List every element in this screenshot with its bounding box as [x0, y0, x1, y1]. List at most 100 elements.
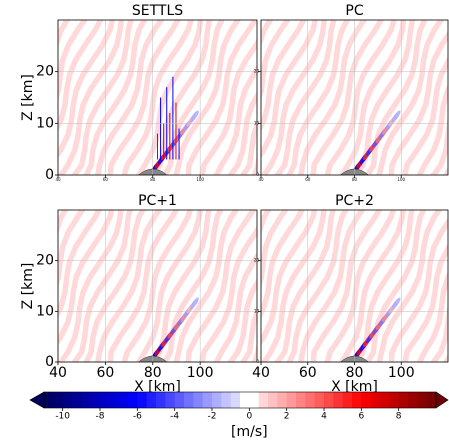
field-band: [239, 118, 257, 175]
wave: [391, 110, 401, 123]
plot-frame: [260, 19, 449, 176]
field: [58, 210, 257, 362]
colorbar-step: [174, 392, 185, 408]
colorbar-step: [324, 392, 334, 408]
field-band: [58, 20, 124, 175]
colorbar-step: [305, 392, 316, 408]
panel-title: PC+1: [138, 193, 177, 209]
x-axis-label: X [km]: [331, 379, 378, 395]
field-band: [298, 210, 366, 362]
colorbar-step: [62, 392, 73, 408]
field-band: [261, 210, 305, 319]
colorbar-tick-label: 6: [358, 412, 364, 422]
colorbar-step: [81, 392, 92, 408]
y-tick-label: 20: [254, 69, 260, 74]
x-tick-label: 40: [49, 365, 67, 381]
colorbar-step: [240, 392, 250, 408]
field-band: [430, 117, 448, 175]
plot-frame: [260, 209, 449, 363]
y-axis-label: Z [km]: [20, 74, 36, 121]
field-band: [376, 20, 445, 175]
field-band: [352, 210, 415, 362]
field-band: [310, 20, 385, 175]
x-tick-label: 40: [258, 177, 264, 182]
field-band: [376, 210, 443, 362]
field-band: [213, 251, 257, 362]
field-band: [121, 210, 194, 362]
field-band: [338, 20, 407, 175]
x-tick-label: 40: [252, 365, 270, 381]
field-band: [71, 210, 133, 362]
field-band: [324, 20, 397, 175]
field-band: [416, 271, 448, 362]
field-band: [388, 30, 448, 175]
colorbar-label: [m/s]: [231, 424, 268, 440]
colorbar-extend-high: [435, 391, 449, 409]
x-tick-label: 80: [150, 177, 156, 182]
field-band: [310, 210, 383, 362]
field-band: [121, 20, 194, 175]
field-band: [261, 210, 318, 346]
colorbar-step: [389, 392, 400, 408]
x-tick-label: 100: [196, 177, 204, 182]
colorbar-step: [333, 392, 344, 408]
colorbar-step: [53, 392, 64, 408]
field-band: [402, 243, 448, 362]
field-band: [199, 225, 257, 362]
colorbar-step: [342, 392, 353, 408]
colorbar-tick-label: -4: [170, 412, 179, 422]
field-band: [286, 210, 349, 362]
field-band: [58, 20, 71, 50]
colorbar-step: [165, 392, 176, 408]
field-band: [338, 210, 406, 362]
x-tick-label: 80: [144, 365, 162, 381]
x-tick-label: 40: [55, 177, 61, 182]
field-band: [185, 20, 257, 175]
field-band: [83, 210, 146, 362]
x-tick-label: 100: [388, 365, 415, 381]
field-band: [83, 20, 148, 175]
field-band: [58, 210, 124, 362]
y-tick-label: 20: [36, 253, 54, 269]
field-band: [58, 210, 69, 237]
x-tick-label: 100: [397, 177, 405, 182]
y-tick-label: 0: [256, 359, 259, 364]
field-band: [274, 20, 337, 175]
colorbar-tick-label: 8: [396, 412, 402, 422]
field-band: [185, 210, 257, 362]
field-band: [149, 210, 212, 362]
panel-title: SETTLS: [132, 3, 183, 19]
y-tick-label: 20: [254, 258, 260, 263]
colorbar-step: [146, 392, 157, 408]
colorbar-step: [156, 392, 166, 408]
colorbar-step: [361, 392, 372, 408]
colorbar-tick-label: -10: [55, 412, 70, 422]
colorbar-step: [417, 392, 428, 408]
y-tick-label: 10: [36, 115, 54, 131]
y-tick-label: 10: [254, 120, 260, 125]
y-tick-label: 10: [254, 308, 260, 313]
field-band: [161, 20, 225, 175]
x-tick-label: 80: [346, 365, 364, 381]
colorbar-step: [202, 392, 213, 408]
x-tick-label: 60: [305, 177, 311, 182]
y-tick-label: 0: [45, 167, 54, 183]
field-band: [416, 84, 448, 175]
colorbar-step: [128, 392, 138, 408]
y-tick-label: 0: [45, 354, 54, 370]
colorbar-step: [286, 392, 297, 408]
field-band: [261, 20, 327, 175]
x-axis-label: X [km]: [134, 379, 181, 395]
plot-frame: [57, 209, 258, 363]
field-band: [107, 210, 180, 362]
wave: [189, 110, 199, 123]
wave: [391, 297, 401, 310]
x-tick-label: 100: [187, 365, 214, 381]
field-band: [274, 210, 336, 362]
colorbar-step: [314, 392, 325, 408]
colorbar-step: [277, 392, 288, 408]
colorbar-step: [398, 392, 409, 408]
field-band: [227, 278, 257, 362]
field-band: [58, 20, 104, 132]
colorbar-extend-low: [29, 391, 45, 409]
